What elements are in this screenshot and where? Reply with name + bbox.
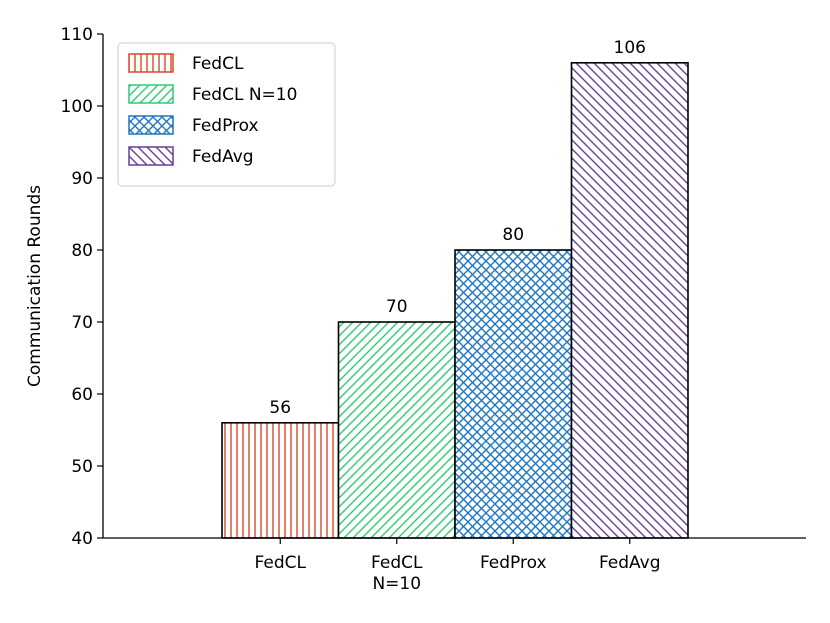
legend-swatch [128, 53, 174, 73]
y-tick-label: 40 [71, 529, 93, 549]
y-tick-label: 90 [71, 169, 93, 189]
bar-fedcl-n-10 [337, 321, 456, 539]
x-tick-label: FedCL [255, 553, 307, 573]
legend-entry: FedProx [192, 116, 259, 136]
y-tick-label: 100 [61, 97, 93, 117]
y-tick-label: 80 [71, 241, 93, 261]
legend-entry: FedAvg [192, 147, 254, 167]
x-tick-label: FedAvg [599, 553, 661, 573]
legend-swatch [128, 84, 174, 104]
y-tick-label: 60 [71, 385, 93, 405]
data-label: 80 [502, 225, 524, 245]
legend-swatch [128, 146, 174, 166]
x-tick-label: FedCL N=10 [371, 553, 423, 594]
y-tick-label: 70 [71, 313, 93, 333]
legend-entry: FedCL N=10 [192, 85, 297, 105]
bar-fedcl [221, 421, 340, 539]
y-axis-title: Communication Rounds [25, 185, 45, 387]
data-label: 106 [614, 38, 646, 58]
legend-entry: FedCL [192, 54, 244, 74]
y-tick-label: 50 [71, 457, 93, 477]
data-label: 56 [269, 398, 291, 418]
bar-fedavg [570, 61, 689, 539]
legend-swatch [128, 115, 174, 135]
data-label: 70 [386, 297, 408, 317]
bar-fedprox [454, 249, 573, 539]
x-tick-label: FedProx [480, 553, 547, 573]
y-tick-label: 110 [61, 25, 93, 45]
